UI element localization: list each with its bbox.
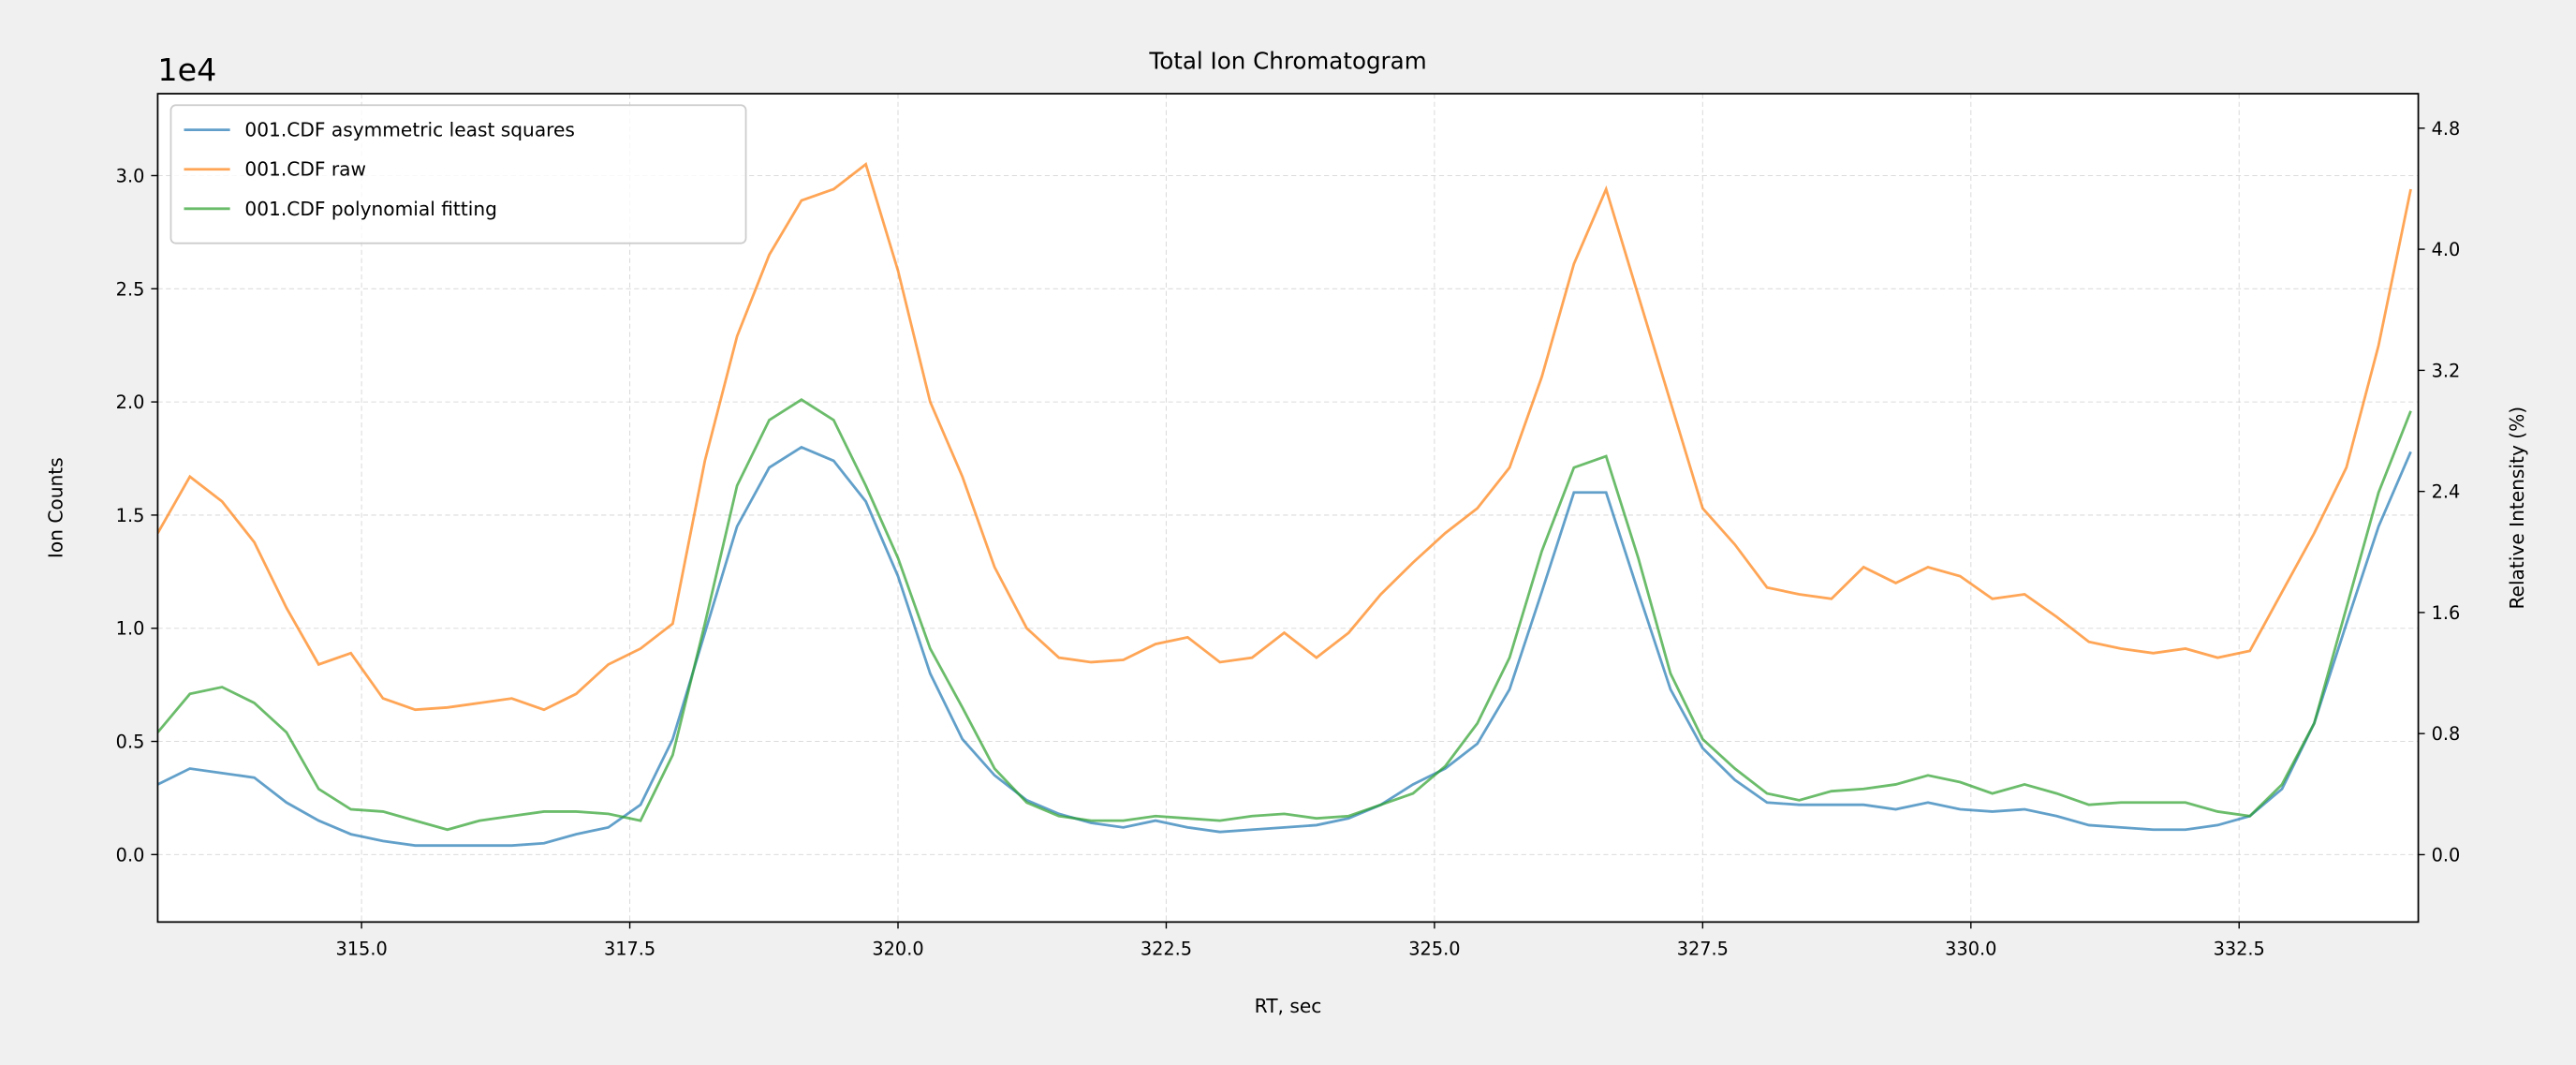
- series-line: [157, 162, 2412, 712]
- x-tick-label: 327.5: [1677, 938, 1729, 959]
- y2-tick-label: 1.6: [2432, 602, 2461, 624]
- chart-title: Total Ion Chromatogram: [1148, 48, 1426, 75]
- y-tick-label: 3.0: [116, 165, 145, 186]
- plot-frame: [156, 93, 2420, 924]
- y-tick-label: 0.0: [116, 844, 145, 865]
- x-tick-label: 330.0: [1945, 938, 1996, 959]
- x-axis-label: RT, sec: [1255, 995, 1322, 1017]
- legend-label: 001.CDF asymmetric least squares: [244, 119, 575, 141]
- y2-tick-label: 4.8: [2432, 118, 2461, 140]
- y2-tick-label: 2.4: [2432, 481, 2461, 503]
- x-tick-label: 325.0: [1408, 938, 1460, 959]
- y-axis-label: Ion Counts: [45, 457, 67, 558]
- y2-tick-label: 3.2: [2432, 360, 2461, 381]
- y-tick-label: 1.0: [116, 618, 145, 640]
- x-tick-label: 332.5: [2214, 938, 2265, 959]
- legend-label: 001.CDF raw: [244, 158, 366, 181]
- y2-tick-label: 4.0: [2432, 239, 2461, 260]
- x-tick-label: 317.5: [604, 938, 655, 959]
- series-line: [157, 398, 2412, 832]
- x-tick-label: 320.0: [872, 938, 923, 959]
- legend-box: [169, 104, 747, 244]
- y-tick-label: 1.5: [116, 505, 145, 526]
- x-tick-label: 315.0: [336, 938, 388, 959]
- legend-label: 001.CDF polynomial fitting: [244, 198, 497, 220]
- y-tick-label: 2.0: [116, 392, 145, 413]
- y2-tick-label: 0.0: [2432, 844, 2461, 865]
- y-offset-text: 1e4: [157, 52, 216, 88]
- y2-axis-label: Relative Intensity (%): [2506, 407, 2528, 610]
- series-line: [157, 445, 2412, 848]
- y-tick-label: 2.5: [116, 278, 145, 300]
- x-tick-label: 322.5: [1141, 938, 1192, 959]
- y-tick-label: 0.5: [116, 732, 145, 753]
- y2-tick-label: 0.8: [2432, 723, 2461, 745]
